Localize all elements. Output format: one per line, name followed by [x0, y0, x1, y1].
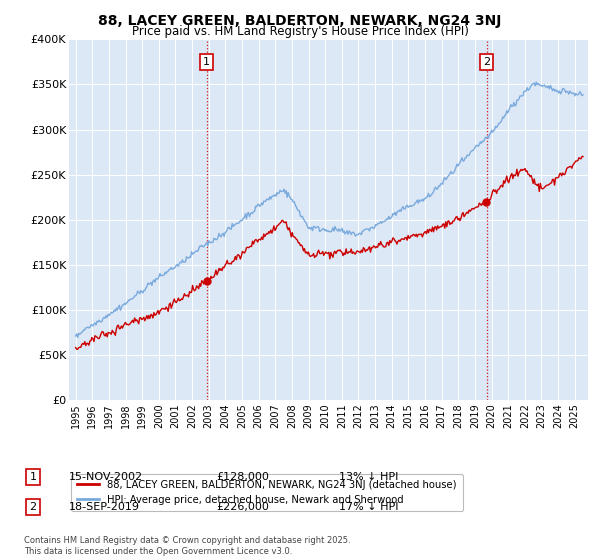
Legend: 88, LACEY GREEN, BALDERTON, NEWARK, NG24 3NJ (detached house), HPI: Average pric: 88, LACEY GREEN, BALDERTON, NEWARK, NG24… [71, 474, 463, 511]
Text: 18-SEP-2019: 18-SEP-2019 [69, 502, 140, 512]
Text: 2: 2 [29, 502, 37, 512]
Text: 2: 2 [483, 57, 490, 67]
Text: £128,000: £128,000 [216, 472, 269, 482]
Text: 13% ↓ HPI: 13% ↓ HPI [339, 472, 398, 482]
Text: £226,000: £226,000 [216, 502, 269, 512]
Text: Contains HM Land Registry data © Crown copyright and database right 2025.
This d: Contains HM Land Registry data © Crown c… [24, 536, 350, 556]
Text: 1: 1 [203, 57, 210, 67]
Text: Price paid vs. HM Land Registry's House Price Index (HPI): Price paid vs. HM Land Registry's House … [131, 25, 469, 38]
Text: 88, LACEY GREEN, BALDERTON, NEWARK, NG24 3NJ: 88, LACEY GREEN, BALDERTON, NEWARK, NG24… [98, 14, 502, 28]
Text: 17% ↓ HPI: 17% ↓ HPI [339, 502, 398, 512]
Text: 1: 1 [29, 472, 37, 482]
Text: 15-NOV-2002: 15-NOV-2002 [69, 472, 143, 482]
